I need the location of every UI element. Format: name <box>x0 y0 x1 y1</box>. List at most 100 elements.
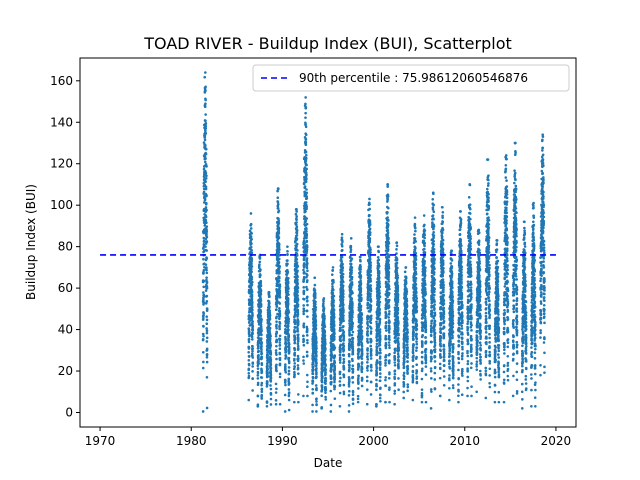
data-point <box>396 315 400 319</box>
data-point <box>388 400 391 404</box>
data-point <box>257 362 260 365</box>
data-point <box>403 343 406 347</box>
data-point <box>350 269 354 272</box>
data-point <box>403 354 406 358</box>
data-point <box>256 374 260 377</box>
data-point <box>268 317 272 321</box>
data-point <box>287 350 291 353</box>
data-point <box>278 295 282 299</box>
data-point <box>348 334 351 337</box>
data-point <box>342 354 346 357</box>
data-point <box>314 384 318 387</box>
data-point <box>330 368 333 371</box>
data-point <box>393 402 396 406</box>
data-point <box>379 386 382 390</box>
data-point <box>359 308 363 311</box>
data-point <box>247 374 251 378</box>
data-point <box>259 292 263 296</box>
data-point <box>369 339 373 343</box>
data-point <box>257 360 260 364</box>
data-point <box>297 372 300 375</box>
data-point <box>369 369 373 372</box>
data-point <box>305 177 308 181</box>
data-point <box>395 261 399 265</box>
data-point <box>296 269 299 273</box>
data-point <box>322 297 326 300</box>
data-point <box>284 379 287 382</box>
data-point <box>202 298 205 302</box>
data-point <box>338 380 342 383</box>
data-point <box>350 297 354 300</box>
data-point <box>287 388 291 391</box>
data-point <box>305 354 309 357</box>
data-point <box>411 398 415 402</box>
data-point <box>205 165 208 168</box>
data-point <box>204 180 207 183</box>
data-point <box>205 355 209 359</box>
data-point <box>266 375 270 378</box>
data-point <box>351 390 355 394</box>
data-point <box>274 399 278 402</box>
data-point <box>302 304 306 307</box>
data-point <box>379 337 382 341</box>
data-point <box>329 389 333 393</box>
data-point <box>260 390 264 394</box>
data-point <box>386 231 390 234</box>
data-point <box>378 311 382 315</box>
data-point <box>202 316 205 320</box>
data-point <box>369 321 373 325</box>
data-point <box>366 320 369 324</box>
data-point <box>351 302 354 305</box>
data-point <box>204 177 208 180</box>
data-point <box>256 371 260 375</box>
data-point <box>388 371 391 374</box>
data-point <box>368 197 371 201</box>
data-point <box>311 376 315 380</box>
data-point <box>202 360 205 364</box>
data-point <box>315 397 318 400</box>
data-point <box>250 232 253 235</box>
data-point <box>375 361 379 365</box>
data-point <box>303 270 306 274</box>
data-point <box>387 273 391 276</box>
data-point <box>284 355 288 358</box>
data-point <box>259 325 263 329</box>
data-point <box>338 361 342 364</box>
data-point <box>305 191 309 195</box>
data-point <box>205 327 208 330</box>
data-point <box>333 355 337 358</box>
data-point <box>378 366 382 369</box>
data-point <box>369 357 373 360</box>
data-point <box>311 366 315 369</box>
data-point <box>366 306 370 310</box>
data-point <box>359 279 362 283</box>
data-point <box>406 340 409 344</box>
data-point <box>351 359 354 363</box>
data-point <box>369 277 372 281</box>
data-point <box>251 331 254 335</box>
data-point <box>205 294 209 298</box>
data-point <box>311 372 315 376</box>
data-point <box>311 387 315 391</box>
data-point <box>342 375 346 379</box>
data-point <box>205 286 209 290</box>
data-point <box>384 312 388 315</box>
data-point <box>202 279 206 283</box>
data-point <box>295 244 298 248</box>
data-point <box>304 150 308 154</box>
data-point <box>204 245 207 248</box>
data-point <box>296 249 299 252</box>
data-point <box>304 123 307 126</box>
data-point <box>348 348 351 352</box>
data-point <box>388 359 391 362</box>
data-point <box>402 365 406 369</box>
data-point <box>360 370 364 374</box>
data-point <box>293 400 296 404</box>
data-point <box>339 376 342 380</box>
data-point <box>247 355 251 358</box>
data-point <box>323 325 327 329</box>
data-point <box>341 275 345 279</box>
data-point <box>269 344 273 347</box>
data-point <box>306 261 309 265</box>
data-point <box>278 352 282 356</box>
